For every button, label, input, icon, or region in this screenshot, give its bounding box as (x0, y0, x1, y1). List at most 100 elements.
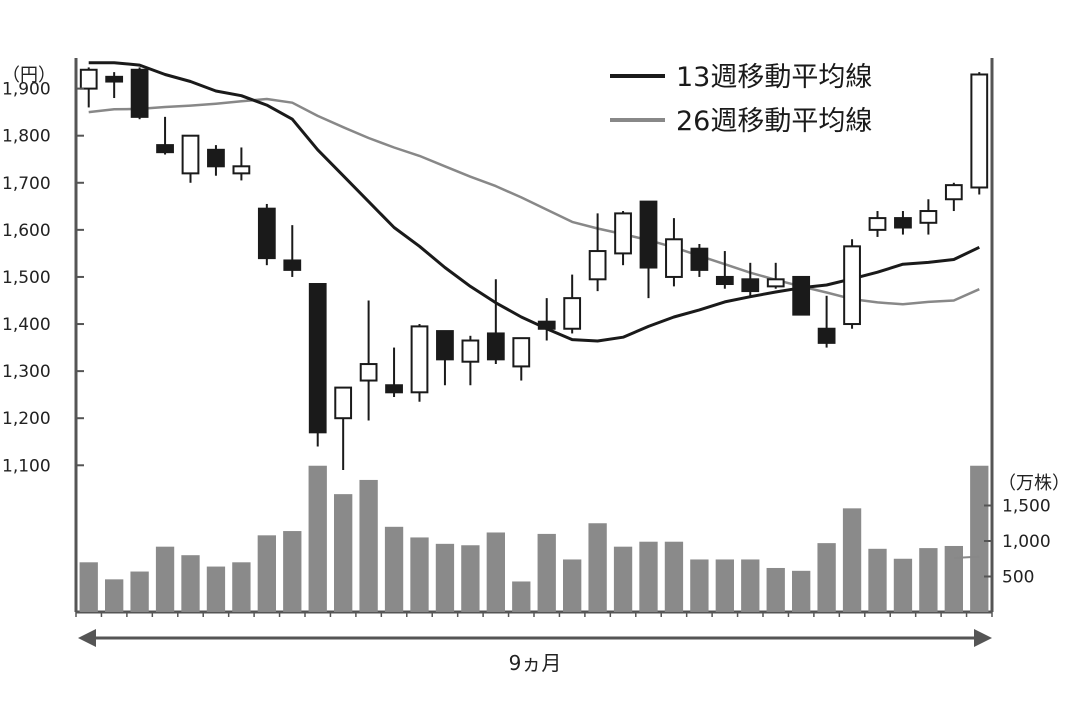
candle-body (308, 283, 327, 434)
candle-body (257, 207, 276, 260)
volume-bar (944, 545, 963, 612)
candle-down (308, 283, 327, 447)
volume-bar (613, 546, 633, 612)
candle-down (105, 72, 124, 99)
volume-tick-label: 1,000 (1002, 532, 1051, 552)
candle-body (665, 238, 683, 278)
volume-ma-line (953, 555, 980, 559)
volume-bar (563, 559, 582, 612)
volume-bar (359, 479, 378, 612)
candle-body (385, 384, 403, 394)
price-tick-label: 1,100 (2, 456, 51, 476)
ma13-line (88, 61, 980, 343)
volume-bar (334, 494, 353, 612)
candle-body (436, 330, 454, 361)
volume-bar (410, 537, 429, 612)
candle-down (385, 347, 403, 398)
price-tick-label: 1,400 (2, 315, 51, 335)
candle-body (156, 144, 174, 154)
candle-down (156, 116, 174, 155)
chart-frame (74, 58, 994, 617)
volume-bar (155, 546, 175, 612)
volume-bar (435, 543, 455, 612)
candle-down (207, 145, 225, 176)
candle-body (614, 212, 632, 255)
candle-body (817, 327, 836, 344)
legend: 13週移動平均線 26週移動平均線 (610, 62, 872, 137)
candle-down (690, 243, 709, 277)
legend-26w-label: 26週移動平均線 (676, 106, 872, 137)
candle-body (283, 259, 302, 271)
volume-bar (792, 570, 811, 612)
candle-body (232, 165, 251, 175)
volume-bar (232, 562, 251, 612)
candle-up (843, 239, 861, 329)
candle-body (792, 275, 811, 316)
candle-body (639, 200, 658, 269)
volume-bar (486, 532, 505, 612)
volume-bar (181, 555, 200, 612)
candle-body (944, 184, 963, 201)
price-tick-label: 1,800 (2, 127, 51, 147)
ma26-line (88, 97, 980, 306)
candle-down (894, 211, 912, 235)
candle-body (130, 68, 149, 118)
volume-bar (817, 543, 836, 612)
period-arrow-left-head (78, 629, 96, 647)
candle-up (232, 147, 251, 181)
price-tick-label: 1,700 (2, 174, 51, 194)
volume-bar (537, 533, 556, 612)
candle-body (843, 245, 861, 326)
volume-bar (842, 508, 862, 612)
volume-unit-label: （万株） (998, 473, 1070, 494)
candle-down (537, 298, 556, 341)
candle-up (181, 134, 200, 183)
candle-body (512, 337, 531, 368)
axis-labels: （円） （万株） 1,100 1,200 1,300 1,400 1,500 1,600 1… (2, 65, 1070, 588)
candle-up (410, 324, 429, 402)
candle-body (486, 332, 505, 361)
candle-up (665, 218, 683, 287)
volume-bar (512, 581, 531, 612)
candle-up (588, 213, 607, 292)
volume-bar (690, 559, 709, 612)
candle-body (461, 339, 480, 363)
candle-up (614, 211, 632, 266)
candle-body (741, 278, 760, 293)
candle-body (79, 68, 98, 90)
volume-bar (741, 559, 760, 612)
price-tick-label: 1,600 (2, 221, 51, 241)
candle-body (715, 275, 734, 286)
candle-body (105, 75, 124, 83)
volume-bar (639, 541, 658, 612)
candle-body (919, 210, 938, 224)
volume-bar (461, 545, 480, 612)
legend-13w-label: 13週移動平均線 (676, 62, 872, 93)
period-indicator: 9ヵ月 (78, 629, 992, 675)
candle-up (944, 182, 963, 212)
candle-up (461, 335, 480, 386)
price-tick-label: 1,900 (2, 80, 51, 100)
volume-bar (970, 465, 989, 612)
volume-bar (105, 579, 124, 612)
candle-down (715, 251, 734, 289)
candle-down (741, 262, 760, 296)
candle-down (639, 200, 658, 299)
period-arrow-right-head (974, 629, 992, 647)
volume-bar (384, 526, 404, 612)
volume-bar (715, 559, 734, 612)
volume-tick-label: 1,500 (1002, 497, 1051, 517)
candle-body (970, 73, 989, 189)
candle-up (563, 274, 582, 334)
candle-down (130, 67, 149, 120)
period-label: 9ヵ月 (509, 651, 562, 675)
volume-bar (79, 562, 98, 612)
candle-body (334, 386, 353, 420)
candle-body (868, 217, 887, 231)
candle-body (410, 325, 429, 394)
price-tick-label: 1,200 (2, 409, 51, 429)
candle-up (512, 337, 531, 381)
candle-up (970, 72, 989, 195)
candle-body (563, 297, 582, 330)
